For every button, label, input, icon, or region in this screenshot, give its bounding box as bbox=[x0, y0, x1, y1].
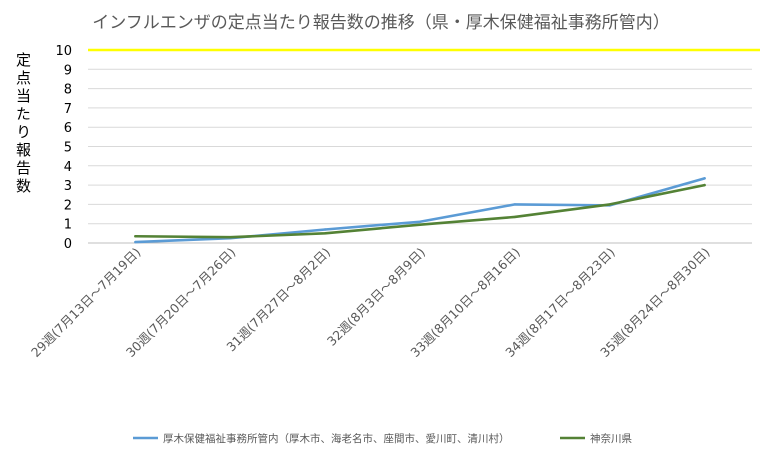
data-point bbox=[323, 232, 327, 235]
y-tick-label: 2 bbox=[64, 198, 72, 213]
data-point bbox=[418, 223, 422, 226]
y-tick-label: 6 bbox=[64, 121, 72, 136]
y-tick-label: 7 bbox=[64, 102, 72, 117]
chart-title: インフルエンザの定点当たり報告数の推移（県・厚木保健福祉事務所管内） bbox=[92, 13, 670, 33]
y-tick-label: 4 bbox=[64, 160, 72, 175]
data-point bbox=[134, 235, 137, 238]
data-point bbox=[513, 203, 517, 206]
x-tick-label: 35週(8月24日～8月30日) bbox=[597, 245, 713, 361]
y-tick-label: 8 bbox=[64, 83, 72, 98]
x-tick-label: 34週(8月17日～8月23日) bbox=[502, 245, 618, 361]
data-point bbox=[703, 177, 706, 180]
y-tick-label: 9 bbox=[64, 63, 72, 78]
y-tick-label: 3 bbox=[64, 179, 72, 194]
y-tick-label: 10 bbox=[55, 44, 72, 59]
data-point bbox=[134, 240, 137, 244]
y-tick-label: 0 bbox=[64, 237, 72, 252]
data-point bbox=[703, 183, 706, 187]
x-tick-label: 30週(7月20日～7月26日) bbox=[123, 245, 239, 361]
x-tick-label: 31週(7月27日～8月2日) bbox=[223, 245, 333, 355]
y-tick-label: 1 bbox=[64, 218, 72, 233]
legend-label-1: 厚木保健福祉事務所管内（厚木市、海老名市、座間市、愛川町、清川村） bbox=[163, 432, 510, 445]
y-axis-label: 定点当たり報告数 bbox=[14, 52, 32, 196]
data-point bbox=[323, 228, 327, 231]
data-point bbox=[418, 220, 422, 223]
data-point bbox=[513, 215, 517, 219]
y-tick-label: 5 bbox=[64, 141, 72, 156]
x-tick-label: 33週(8月10日～8月16日) bbox=[407, 245, 523, 361]
legend-label-2: 神奈川県 bbox=[590, 432, 632, 445]
series-line-1 bbox=[134, 177, 706, 244]
series-line-2 bbox=[134, 183, 706, 239]
data-point bbox=[229, 236, 232, 239]
x-tick-label: 29週(7月13日～7月19日) bbox=[28, 245, 144, 361]
x-tick-label: 32週(8月3日～8月9日) bbox=[324, 245, 428, 349]
data-point bbox=[608, 203, 611, 206]
